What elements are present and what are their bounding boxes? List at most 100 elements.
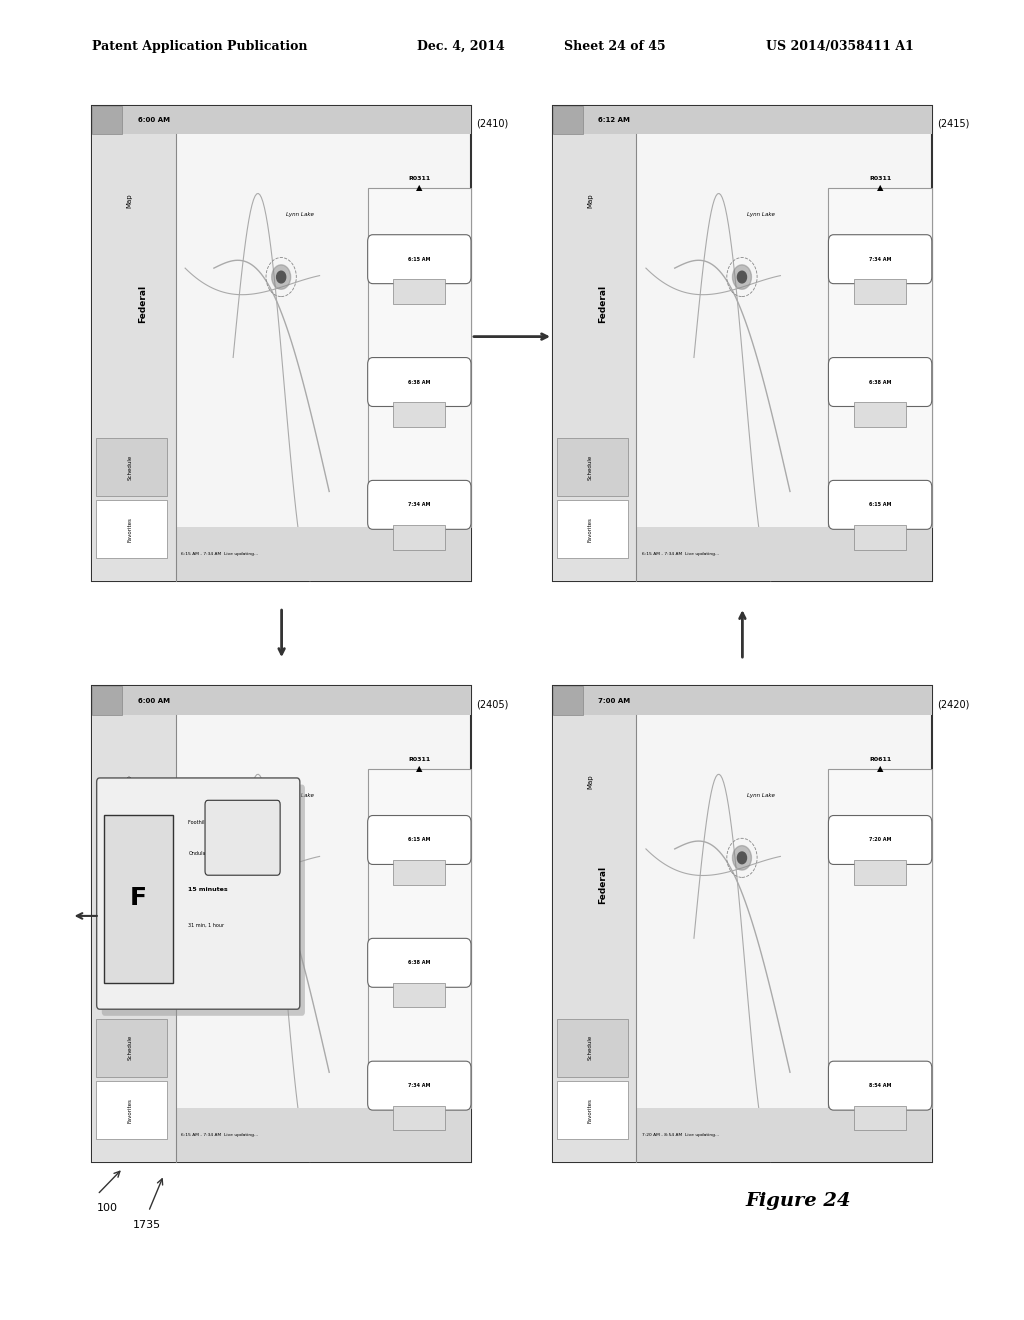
FancyBboxPatch shape	[828, 235, 932, 284]
Text: 31 min, 1 hour: 31 min, 1 hour	[188, 923, 224, 928]
FancyBboxPatch shape	[205, 800, 281, 875]
Bar	[854, 403, 906, 426]
Bar	[636, 527, 932, 581]
Text: Lynn Lake: Lynn Lake	[287, 793, 314, 797]
Text: Favorites: Favorites	[588, 517, 593, 543]
Text: 6:15 AM: 6:15 AM	[409, 837, 430, 842]
Text: F: F	[130, 886, 146, 909]
Bar	[557, 1019, 628, 1077]
FancyBboxPatch shape	[96, 777, 300, 1010]
Text: Patent Application Publication: Patent Application Publication	[92, 40, 307, 53]
Text: 6:00 AM: 6:00 AM	[137, 698, 170, 704]
Text: Lynn Lake: Lynn Lake	[748, 213, 775, 216]
Text: ▲: ▲	[416, 183, 423, 193]
FancyBboxPatch shape	[368, 358, 471, 407]
Bar	[854, 861, 906, 884]
Text: (2420): (2420)	[937, 700, 970, 710]
Text: 7:34 AM: 7:34 AM	[869, 256, 891, 261]
Circle shape	[271, 846, 291, 870]
Text: Map: Map	[127, 194, 133, 209]
Bar	[96, 438, 167, 496]
Bar	[553, 106, 584, 135]
Bar	[553, 135, 636, 581]
Bar	[393, 280, 445, 304]
FancyBboxPatch shape	[828, 480, 932, 529]
Text: (2415): (2415)	[937, 119, 970, 129]
Bar	[854, 280, 906, 304]
Text: Figure 24: Figure 24	[745, 1192, 852, 1210]
Text: 6:15 AM - 7:34 AM  Live updating...: 6:15 AM - 7:34 AM Live updating...	[642, 552, 719, 556]
Text: Foothill 1 to: Foothill 1 to	[188, 820, 217, 825]
Circle shape	[737, 851, 746, 863]
Bar	[92, 106, 471, 581]
Text: Map: Map	[588, 775, 594, 789]
Text: Sheet 24 of 45: Sheet 24 of 45	[563, 40, 666, 53]
Text: 7:20 AM - 8:54 AM  Live updating...: 7:20 AM - 8:54 AM Live updating...	[642, 1133, 719, 1137]
Bar	[96, 500, 167, 558]
Text: Schedule: Schedule	[127, 1035, 132, 1060]
Text: Lynn Lake: Lynn Lake	[748, 793, 775, 797]
Bar	[92, 135, 175, 581]
Text: ▼: ▼	[877, 1113, 884, 1122]
FancyBboxPatch shape	[101, 784, 305, 1016]
Bar	[92, 106, 471, 135]
Circle shape	[737, 271, 746, 282]
Text: 100: 100	[97, 1203, 119, 1213]
Text: 6:15 AM: 6:15 AM	[869, 503, 891, 507]
FancyBboxPatch shape	[368, 480, 471, 529]
Text: ▼: ▼	[416, 532, 423, 541]
Text: ▲: ▲	[877, 764, 884, 774]
Text: (2410): (2410)	[476, 119, 508, 129]
Text: 6:15 AM: 6:15 AM	[409, 256, 430, 261]
Text: 7:34 AM: 7:34 AM	[409, 1084, 430, 1088]
Bar	[92, 106, 123, 135]
Text: R0311: R0311	[869, 177, 891, 181]
Circle shape	[276, 851, 286, 863]
Text: Federal: Federal	[137, 285, 146, 323]
Text: ▼: ▼	[877, 532, 884, 541]
Bar	[636, 1107, 932, 1162]
Bar	[393, 861, 445, 884]
Text: Map: Map	[588, 194, 594, 209]
FancyBboxPatch shape	[368, 235, 471, 284]
Bar	[96, 1081, 167, 1139]
Text: Schedule: Schedule	[127, 454, 132, 479]
Bar	[553, 715, 636, 1162]
Text: 7:34 AM: 7:34 AM	[409, 503, 430, 507]
Bar	[92, 686, 123, 715]
Text: 7:20 AM: 7:20 AM	[869, 837, 891, 842]
Bar	[828, 768, 932, 1107]
Bar	[96, 1019, 167, 1077]
Text: Federal: Federal	[598, 866, 607, 904]
Text: Schedule: Schedule	[588, 454, 593, 479]
Bar	[368, 768, 471, 1107]
Text: Favorites: Favorites	[127, 517, 132, 543]
FancyBboxPatch shape	[368, 939, 471, 987]
Circle shape	[732, 846, 752, 870]
Text: 6:15 AM - 7:34 AM  Live updating...: 6:15 AM - 7:34 AM Live updating...	[181, 1133, 258, 1137]
Text: R0311: R0311	[409, 177, 430, 181]
Bar	[828, 187, 932, 527]
Text: 7:00 AM: 7:00 AM	[598, 698, 631, 704]
Text: Map: Map	[127, 775, 133, 789]
Text: 8:54 AM: 8:54 AM	[869, 1084, 891, 1088]
Text: Lynn Lake: Lynn Lake	[287, 213, 314, 216]
Bar	[393, 983, 445, 1007]
Bar	[92, 686, 471, 715]
Bar	[553, 106, 932, 581]
Text: ▼: ▼	[416, 1113, 423, 1122]
Bar	[393, 525, 445, 549]
FancyBboxPatch shape	[828, 816, 932, 865]
Text: Ondulando: Ondulando	[188, 851, 215, 855]
Bar	[854, 1106, 906, 1130]
Bar	[393, 1106, 445, 1130]
Text: Favorites: Favorites	[127, 1098, 132, 1123]
Bar	[393, 403, 445, 426]
Text: Schedule: Schedule	[588, 1035, 593, 1060]
Circle shape	[732, 265, 752, 289]
Text: (2405): (2405)	[476, 700, 509, 710]
Circle shape	[271, 265, 291, 289]
FancyBboxPatch shape	[368, 816, 471, 865]
Text: ▲: ▲	[877, 183, 884, 193]
Text: R0611: R0611	[869, 758, 891, 762]
